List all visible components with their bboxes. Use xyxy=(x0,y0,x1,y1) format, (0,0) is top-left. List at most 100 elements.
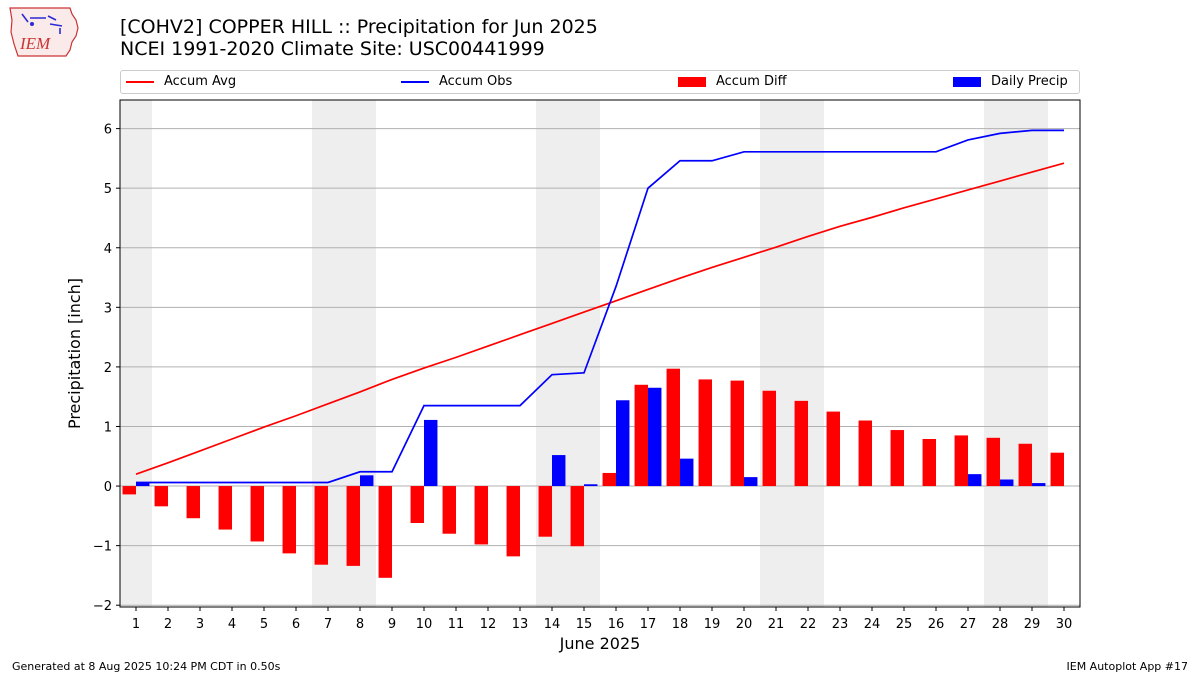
legend-item-accum-avg: Accum Avg xyxy=(126,74,236,90)
y-axis-label: Precipitation [inch] xyxy=(65,278,84,429)
legend-item-daily-precip: Daily Precip xyxy=(953,74,1068,90)
y-tick-label: 1 xyxy=(104,420,112,435)
accum-avg-line xyxy=(135,162,1065,475)
accum-diff-bar xyxy=(1018,443,1032,487)
accum-diff-bar xyxy=(730,380,744,487)
accum-diff-bar xyxy=(154,486,168,507)
x-tick-label: 8 xyxy=(356,617,364,632)
accum-diff-bar xyxy=(570,486,584,547)
x-tick-label: 4 xyxy=(228,617,236,632)
accum-diff-bar xyxy=(1050,452,1064,487)
chart-title: [COHV2] COPPER HILL :: Precipitation for… xyxy=(120,16,598,38)
daily-precip-bar xyxy=(136,482,150,487)
accum-diff-bar xyxy=(826,411,840,487)
x-tick-label: 1 xyxy=(132,617,140,632)
y-tick-label: 6 xyxy=(104,123,112,138)
x-tick-label: 5 xyxy=(260,617,268,632)
accum-diff-bar xyxy=(506,486,520,557)
x-tick-label: 19 xyxy=(704,617,721,632)
x-tick-label: 20 xyxy=(736,617,753,632)
accum-diff-bar xyxy=(186,486,200,519)
x-tick-label: 16 xyxy=(608,617,625,632)
y-tick-label: −2 xyxy=(93,599,112,614)
x-tick-label: 15 xyxy=(576,617,593,632)
daily-precip-bar xyxy=(968,474,982,487)
weekend-shade xyxy=(760,100,824,607)
accum-diff-bar xyxy=(762,390,776,487)
plot-frame xyxy=(119,99,1081,608)
x-tick-label: 9 xyxy=(388,617,396,632)
x-tick-label: 2 xyxy=(164,617,172,632)
y-tick-label: 0 xyxy=(104,480,112,495)
iem-logo: IEM xyxy=(9,7,79,57)
legend-label: Accum Diff xyxy=(716,74,787,89)
x-tick-label: 3 xyxy=(196,617,204,632)
generated-timestamp: Generated at 8 Aug 2025 10:24 PM CDT in … xyxy=(12,660,281,673)
app-credit: IEM Autoplot App #17 xyxy=(1066,660,1189,673)
chart-subtitle: NCEI 1991-2020 Climate Site: USC00441999 xyxy=(120,38,545,60)
daily-precip-bar xyxy=(1000,479,1014,487)
x-axis-label: June 2025 xyxy=(559,634,641,653)
accum-diff-bar xyxy=(890,430,904,487)
station-dot-icon xyxy=(30,22,34,26)
legend-swatch xyxy=(678,76,706,87)
accum-diff-bar xyxy=(986,437,1000,487)
accum-diff-bar xyxy=(314,486,328,565)
daily-precip-bar xyxy=(744,477,758,487)
daily-precip-bar xyxy=(1032,483,1046,487)
accum-diff-bar xyxy=(122,486,136,495)
x-tick-label: 27 xyxy=(960,617,977,632)
accum-diff-bar xyxy=(858,420,872,487)
accum-diff-bar xyxy=(250,486,264,542)
x-tick-label: 26 xyxy=(928,617,945,632)
accum-diff-bar xyxy=(794,400,808,487)
x-tick-label: 22 xyxy=(800,617,817,632)
x-tick-label: 18 xyxy=(672,617,689,632)
accum-diff-bar xyxy=(666,368,680,487)
x-tick-label: 28 xyxy=(992,617,1009,632)
x-tick-label: 12 xyxy=(480,617,497,632)
y-tick-label: 2 xyxy=(104,361,112,376)
daily-precip-bar xyxy=(424,419,438,487)
daily-precip-bar xyxy=(584,484,598,487)
x-tick-label: 11 xyxy=(448,617,465,632)
accum-diff-bar xyxy=(922,438,936,487)
accum-diff-bar xyxy=(410,486,424,523)
x-tick-label: 13 xyxy=(512,617,529,632)
accum-diff-bar xyxy=(698,379,712,487)
legend-item-accum-diff: Accum Diff xyxy=(678,74,787,90)
daily-precip-bar xyxy=(360,475,374,487)
chart-legend: Accum Avg Accum Obs Accum Diff Daily Pre… xyxy=(120,70,1080,94)
daily-precip-bar xyxy=(648,387,662,487)
legend-label: Accum Obs xyxy=(439,74,513,89)
daily-precip-bar xyxy=(680,458,694,487)
accum-diff-bar xyxy=(218,486,232,530)
accum-diff-bar xyxy=(378,486,392,578)
x-tick-label: 30 xyxy=(1056,617,1073,632)
legend-swatch xyxy=(953,76,981,87)
legend-label: Daily Precip xyxy=(991,74,1068,89)
legend-swatch xyxy=(401,80,429,83)
x-tick-label: 25 xyxy=(896,617,913,632)
weekend-shade xyxy=(120,100,152,607)
accum-diff-bar xyxy=(602,472,616,487)
x-tick-label: 6 xyxy=(292,617,300,632)
weather-symbols-icon xyxy=(21,13,63,34)
x-tick-label: 21 xyxy=(768,617,785,632)
accum-diff-bar xyxy=(474,486,488,545)
x-tick-label: 14 xyxy=(544,617,561,632)
logo-text: IEM xyxy=(19,34,51,53)
x-tick-label: 17 xyxy=(640,617,657,632)
accum-obs-line xyxy=(136,129,1064,484)
legend-item-accum-obs: Accum Obs xyxy=(401,74,512,90)
x-tick-label: 23 xyxy=(832,617,849,632)
x-tick-label: 24 xyxy=(864,617,881,632)
daily-precip-bar xyxy=(552,455,566,487)
accum-diff-bar xyxy=(634,384,648,487)
y-tick-label: 4 xyxy=(104,242,112,257)
accum-diff-bar xyxy=(346,486,360,566)
accum-diff-bar xyxy=(538,486,552,537)
y-tick-label: −1 xyxy=(93,540,112,555)
weekend-shade xyxy=(984,100,1048,607)
